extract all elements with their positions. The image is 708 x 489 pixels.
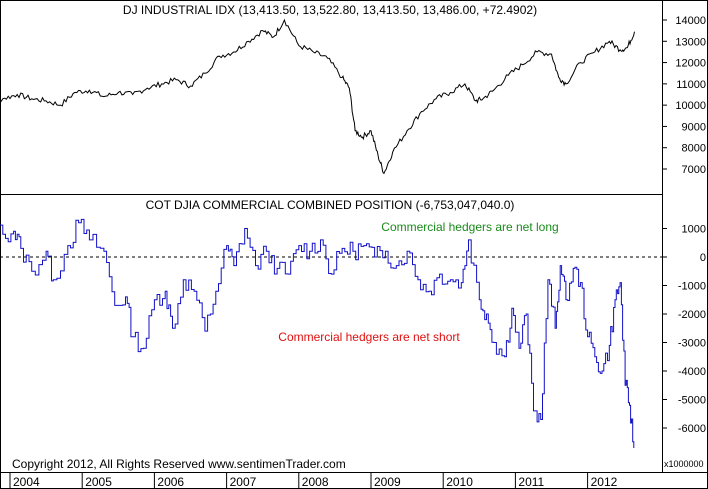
date-tick-label: 2012 bbox=[591, 475, 618, 489]
unit-label: x1000000 bbox=[664, 459, 704, 469]
date-tick-label: 2008 bbox=[302, 475, 329, 489]
dow-y-tick-label: 8000 bbox=[682, 143, 706, 155]
dow-panel-title: DJ INDUSTRIAL IDX (13,413.50, 13,522.80,… bbox=[123, 3, 537, 17]
annotation-net-short: Commercial hedgers are net short bbox=[278, 330, 460, 344]
date-axis: 2004 2005 2006 2007 2008 2009 2010 2011 2012 bbox=[9, 472, 618, 489]
cot-y-tick-label: -5000 bbox=[678, 395, 706, 407]
cot-series-line bbox=[0, 218, 635, 448]
cot-y-tick-label: -2000 bbox=[678, 309, 706, 321]
date-tick-label: 2010 bbox=[446, 475, 473, 489]
date-tick-label: 2006 bbox=[157, 475, 184, 489]
date-tick-label: 2011 bbox=[518, 475, 544, 489]
cot-y-tick-label: 0 bbox=[700, 252, 706, 264]
date-tick-label: 2009 bbox=[374, 475, 401, 489]
copyright-text: Copyright 2012, All Rights Reserved www.… bbox=[12, 457, 346, 471]
dow-y-tick-label: 10000 bbox=[675, 100, 706, 112]
cot-y-tick-label: -6000 bbox=[678, 423, 706, 435]
dow-y-tick-label: 11000 bbox=[676, 79, 706, 91]
dow-y-tick-label: 13000 bbox=[675, 36, 706, 48]
cot-y-tick-label: 1000 bbox=[682, 224, 706, 236]
date-tick-label: 2007 bbox=[230, 475, 257, 489]
dow-y-tick-label: 9000 bbox=[682, 121, 706, 133]
cot-y-axis: -6000 -5000 -4000 -3000 -2000 -1000 0 1000 bbox=[662, 224, 706, 435]
annotation-net-long: Commercial hedgers are net long bbox=[381, 220, 558, 234]
dow-y-axis: 7000 8000 9000 10000 11000 12000 13000 14000 bbox=[662, 15, 706, 176]
dow-y-tick-label: 7000 bbox=[682, 164, 706, 176]
cot-panel-title: COT DJIA COMMERCIAL COMBINED POSITION (-… bbox=[146, 198, 515, 212]
cot-y-tick-label: -1000 bbox=[678, 281, 706, 293]
dow-y-tick-label: 12000 bbox=[675, 58, 706, 70]
date-tick-label: 2004 bbox=[13, 475, 40, 489]
cot-y-tick-label: -4000 bbox=[678, 366, 706, 378]
dow-series-line bbox=[0, 18, 635, 174]
date-tick-label: 2005 bbox=[85, 475, 112, 489]
dow-y-tick-label: 14000 bbox=[675, 15, 706, 27]
cot-y-tick-label: -3000 bbox=[678, 338, 706, 350]
